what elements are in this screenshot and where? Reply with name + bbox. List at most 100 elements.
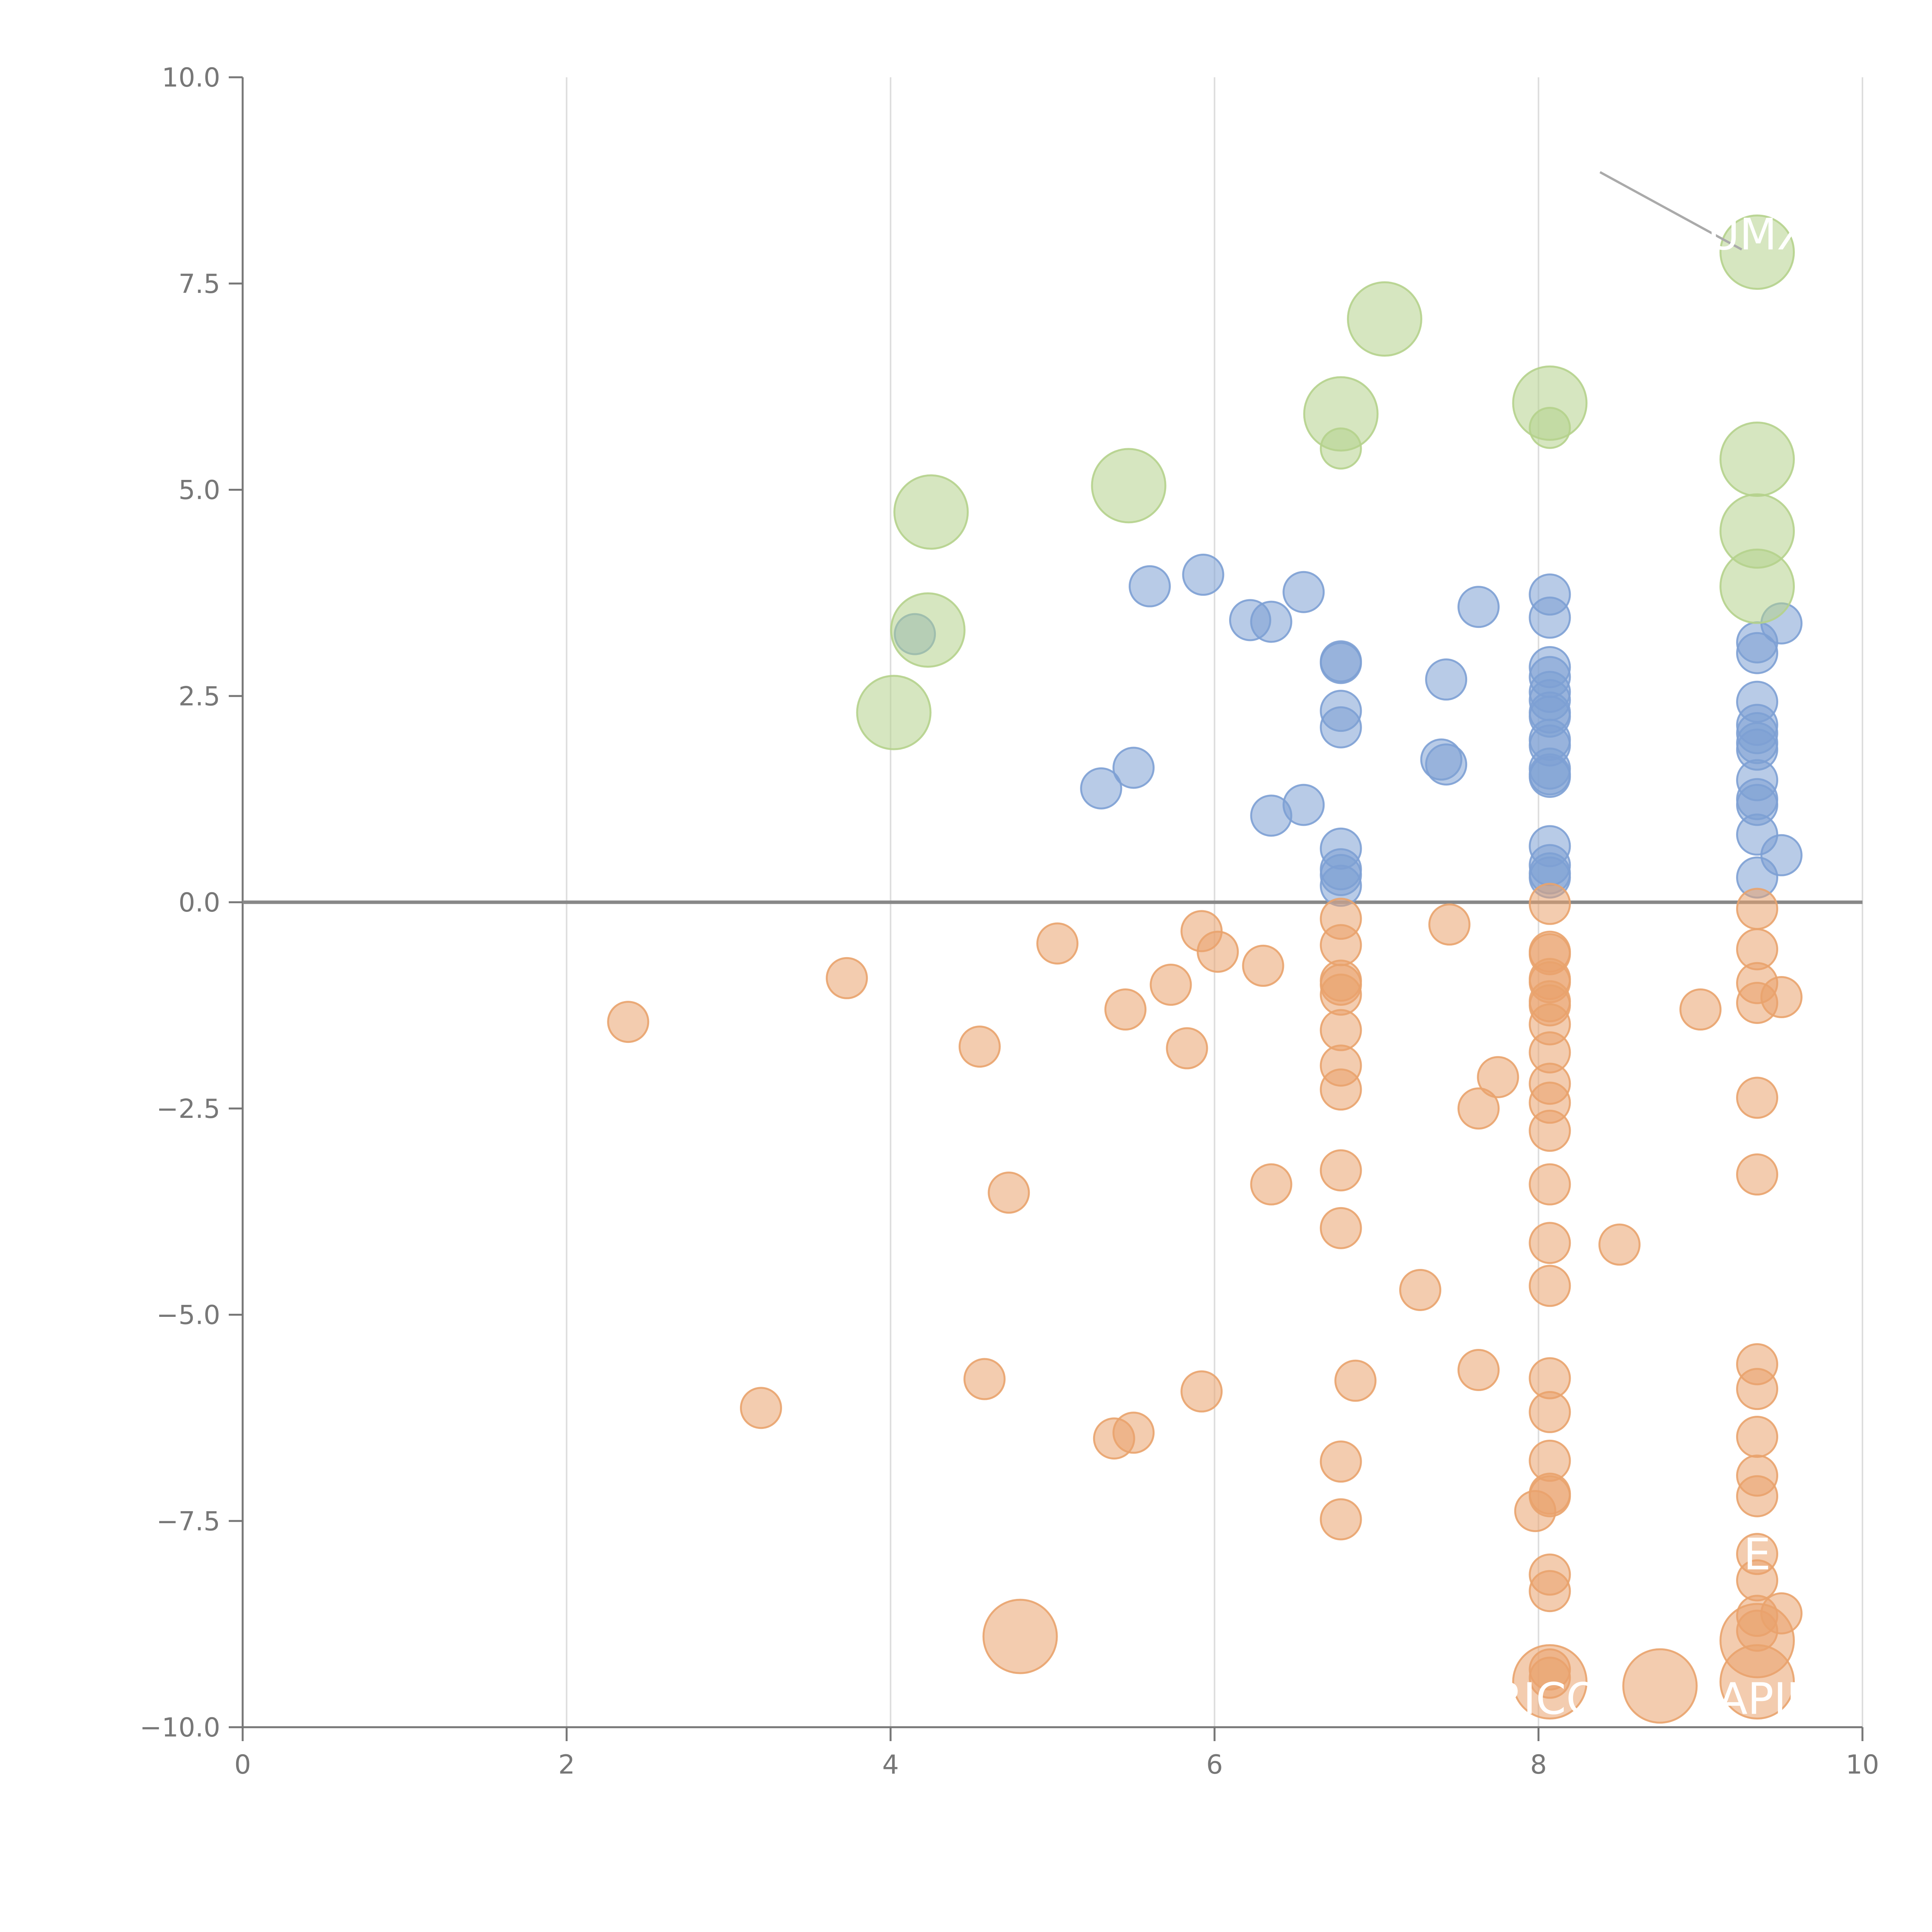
bubble-point [1320,1207,1362,1249]
bubble-point [1598,1223,1641,1266]
bubble-point [1719,214,1795,290]
bubble-point [856,675,932,750]
bubble-point [893,474,969,550]
bubble-point [1250,1163,1293,1206]
y-tick-label: 10.0 [162,63,220,93]
bubble-point [1529,1391,1571,1433]
y-tick-label: −5.0 [156,1300,220,1331]
bubble-point [1320,1498,1362,1541]
bubble-point [1166,1027,1208,1070]
bubble-point [826,957,868,999]
y-tick-label: −2.5 [156,1094,220,1124]
bubble-annotation: APIP [1718,1674,1813,1724]
bubble-point [1180,1370,1223,1413]
bubble-point [958,1026,1001,1068]
bubble-point [1347,281,1422,357]
bubble-point [1182,553,1225,596]
bubble-point [1036,922,1079,965]
bubble-point [1736,1153,1779,1196]
bubble-point [1320,1009,1362,1051]
bubble-point [1091,448,1167,524]
y-tick-label: 2.5 [179,681,220,712]
bubble-point [1512,1644,1588,1720]
bubble-point [1457,1087,1500,1130]
bubble-point [1477,1056,1519,1099]
y-tick-label: 7.5 [179,269,220,299]
bubble-point [1529,1475,1571,1517]
bubble-point [890,592,966,668]
label-layer: UMX E RICO APIP [1493,171,1813,1724]
bubble-point [1334,1359,1377,1402]
bubble-point [1242,944,1284,987]
bubble-point [1320,1440,1362,1483]
x-tick-label: 10 [1846,1750,1879,1780]
y-tick-label: −10.0 [140,1713,220,1743]
bubble-point [982,1599,1058,1674]
bubble-point [1282,784,1325,826]
bubble-point [1282,571,1325,613]
bubble-point [1320,427,1362,470]
bubble-point [1112,747,1155,789]
bubble-point [1112,1412,1155,1454]
bubble-point [1736,888,1779,930]
y-tick-label: 5.0 [179,475,220,506]
bubble-point [1320,924,1362,966]
x-tick-label: 0 [234,1750,251,1780]
bubble-point [1736,1475,1779,1517]
bubble-point [1736,1368,1779,1410]
bubble-point [1529,1109,1571,1152]
bubble-point [1425,743,1468,786]
bubble-point [1736,632,1779,674]
bubble-point [1080,767,1122,810]
bubble-point [1320,642,1362,684]
bubble-point [1399,1269,1442,1311]
annotation-leader-line [1599,171,1742,251]
x-tick-label: 4 [882,1750,899,1780]
bubble-point [1529,596,1571,639]
bubble-point [1719,422,1795,497]
axis-layer: 0 2 4 6 8 10 −10.0 −7.5 −5.0 −2.5 0.0 2.5 5.0 7.5 10.0 [140,63,1879,1780]
bubble-point [963,1358,1006,1400]
bubble-point [988,1172,1030,1214]
x-tick-label: 6 [1206,1750,1223,1780]
bubble-point [1622,1648,1698,1724]
bubble-point [1320,973,1362,1016]
bubble-point [1250,600,1293,643]
bubble-point [1760,976,1803,1019]
bubble-annotation: RICO [1493,1674,1600,1724]
bubble-point [1760,834,1803,876]
bubble-point [1529,1163,1571,1206]
bubble-point [1679,988,1722,1031]
bubble-point [1129,565,1171,607]
bubble-layer [607,214,1803,1724]
bubble-point [740,1387,782,1429]
bubble-annotation: UMX [1708,210,1806,260]
bubble-point [1320,1149,1362,1192]
bubble-point [1457,586,1500,628]
y-tick-label: 0.0 [179,888,220,918]
bubble-annotation: E [1743,1530,1771,1580]
bubble-point [1736,1415,1779,1458]
bubble-point [1719,1644,1795,1720]
bubble-point [1425,658,1468,701]
bubble-point [1529,1222,1571,1264]
bubble-point [1457,1349,1500,1391]
bubble-point [1150,964,1192,1006]
bubble-point [1529,1265,1571,1307]
bubble-point [1197,930,1239,973]
bubble-point [607,1001,650,1043]
y-tick-label: −7.5 [156,1506,220,1537]
x-tick-label: 2 [558,1750,575,1780]
bubble-point [1529,883,1571,925]
bubble-point [1428,903,1471,946]
bubble-point [1529,755,1571,798]
bubble-point [1529,406,1571,449]
bubble-point [1736,1077,1779,1119]
bubble-point [1104,988,1147,1031]
bubble-point [1719,548,1795,624]
bubble-point [1529,1570,1571,1612]
bubble-point [1320,1068,1362,1111]
x-tick-label: 8 [1530,1750,1547,1780]
bubble-point [1320,706,1362,748]
